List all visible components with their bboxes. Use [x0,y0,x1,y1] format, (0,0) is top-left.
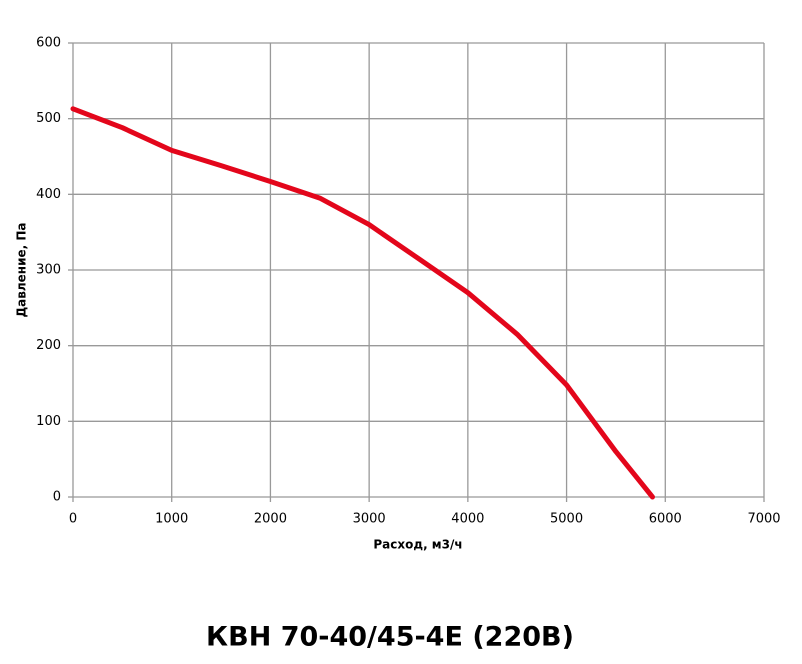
x-tick-label: 3000 [353,512,386,527]
x-axis-title: Расход, м3/ч [373,538,462,552]
y-tick-label: 500 [36,111,61,126]
x-tick-label: 5000 [550,512,583,527]
y-axis-title: Давление, Па [15,222,29,317]
x-tick-label: 7000 [747,512,780,527]
x-tick-label: 1000 [155,512,188,527]
x-tick-label: 4000 [451,512,484,527]
y-tick-label: 0 [53,490,61,505]
y-tick-label: 600 [36,36,61,51]
y-tick-label: 200 [36,338,61,353]
x-tick-label: 6000 [649,512,682,527]
x-tick-label: 2000 [254,512,287,527]
y-tick-label: 100 [36,414,61,429]
y-tick-label: 300 [36,263,61,278]
data-line [70,106,655,500]
y-tick-label: 400 [36,187,61,202]
x-tick-label: 0 [69,512,77,527]
chart-title: КВН 70-40/45-4E (220В) [206,622,574,653]
